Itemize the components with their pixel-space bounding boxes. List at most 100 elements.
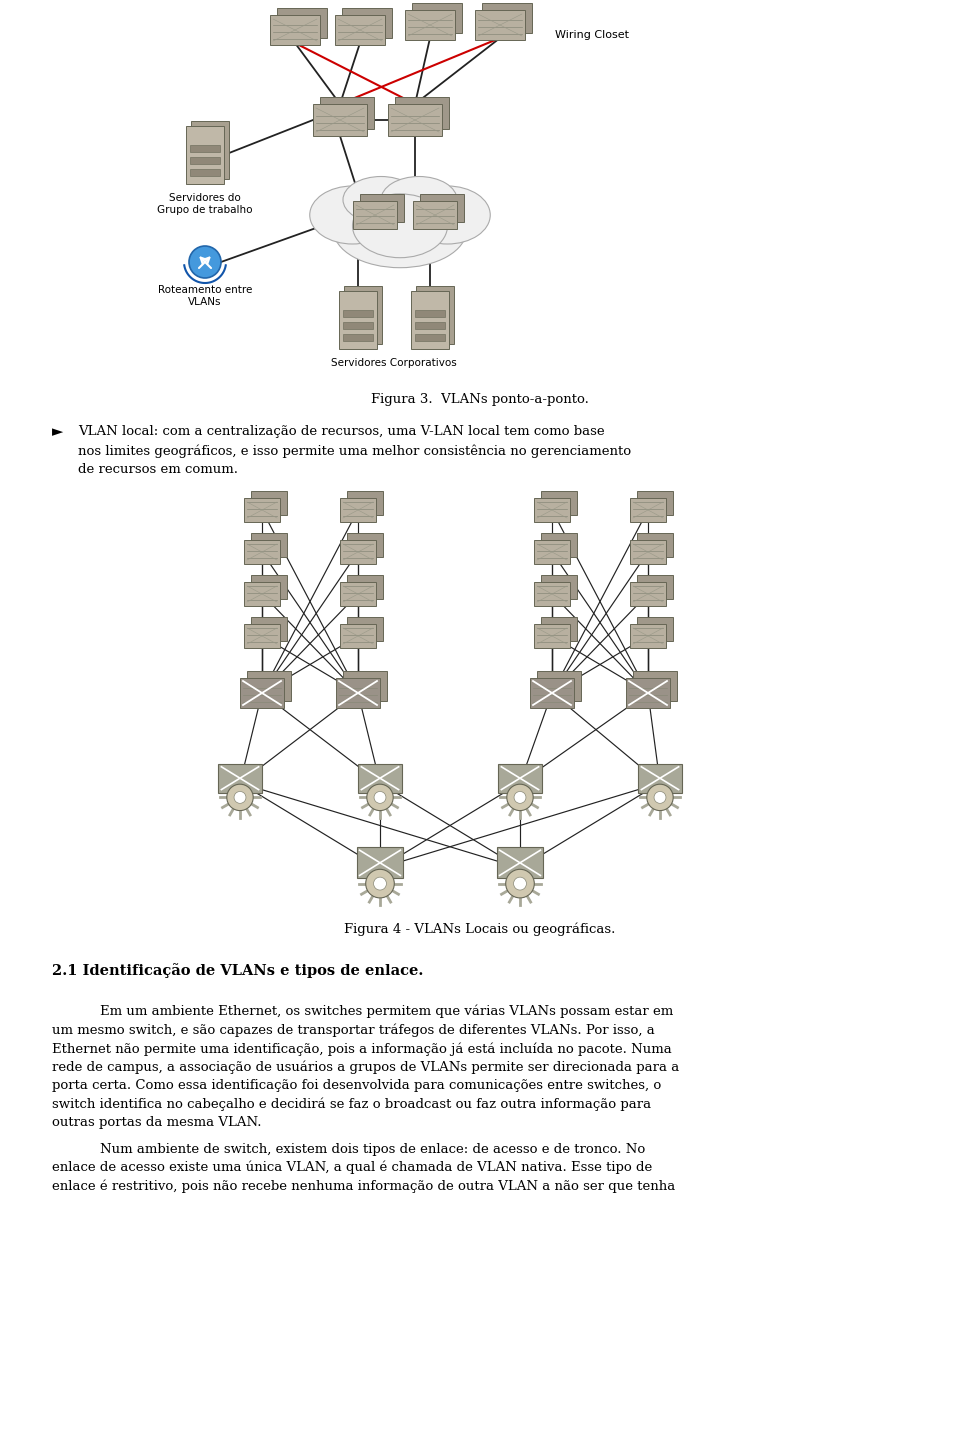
Text: Roteamento entre
VLANs: Roteamento entre VLANs	[157, 285, 252, 307]
FancyBboxPatch shape	[340, 582, 376, 607]
FancyBboxPatch shape	[353, 201, 397, 229]
FancyBboxPatch shape	[630, 582, 666, 607]
FancyBboxPatch shape	[630, 498, 666, 522]
FancyBboxPatch shape	[277, 9, 327, 37]
Ellipse shape	[333, 192, 467, 268]
FancyBboxPatch shape	[534, 498, 570, 522]
FancyBboxPatch shape	[335, 14, 385, 44]
FancyBboxPatch shape	[541, 490, 577, 515]
FancyBboxPatch shape	[342, 9, 392, 37]
FancyBboxPatch shape	[411, 291, 449, 348]
Text: Ethernet não permite uma identificação, pois a informação já está incluída no pa: Ethernet não permite uma identificação, …	[52, 1043, 672, 1055]
FancyBboxPatch shape	[247, 671, 291, 701]
FancyBboxPatch shape	[637, 617, 673, 641]
FancyBboxPatch shape	[475, 10, 525, 40]
FancyBboxPatch shape	[347, 533, 383, 556]
FancyBboxPatch shape	[344, 285, 382, 344]
Circle shape	[367, 784, 394, 810]
FancyBboxPatch shape	[190, 169, 220, 176]
Circle shape	[507, 784, 533, 810]
FancyBboxPatch shape	[638, 764, 682, 793]
Circle shape	[514, 792, 526, 803]
FancyBboxPatch shape	[244, 541, 280, 564]
FancyBboxPatch shape	[498, 764, 541, 793]
FancyBboxPatch shape	[541, 533, 577, 556]
FancyBboxPatch shape	[320, 98, 374, 129]
FancyBboxPatch shape	[416, 285, 454, 344]
FancyBboxPatch shape	[541, 575, 577, 599]
Text: Servidores do
Grupo de trabalho: Servidores do Grupo de trabalho	[157, 194, 252, 215]
FancyBboxPatch shape	[626, 678, 670, 708]
FancyBboxPatch shape	[360, 194, 404, 222]
FancyBboxPatch shape	[534, 582, 570, 607]
FancyBboxPatch shape	[388, 105, 442, 136]
Text: switch identifica no cabeçalho e decidirá se faz o broadcast ou faz outra inform: switch identifica no cabeçalho e decidir…	[52, 1097, 651, 1111]
FancyBboxPatch shape	[340, 541, 376, 564]
FancyBboxPatch shape	[405, 10, 455, 40]
Circle shape	[647, 784, 673, 810]
FancyBboxPatch shape	[244, 498, 280, 522]
FancyBboxPatch shape	[413, 201, 457, 229]
FancyBboxPatch shape	[637, 533, 673, 556]
FancyBboxPatch shape	[415, 334, 445, 341]
FancyBboxPatch shape	[530, 678, 574, 708]
FancyBboxPatch shape	[537, 671, 581, 701]
FancyBboxPatch shape	[415, 310, 445, 317]
FancyBboxPatch shape	[496, 847, 543, 879]
FancyBboxPatch shape	[637, 575, 673, 599]
FancyBboxPatch shape	[343, 323, 373, 328]
Text: 2.1 Identificação de VLANs e tipos de enlace.: 2.1 Identificação de VLANs e tipos de en…	[52, 964, 423, 978]
Text: um mesmo switch, e são capazes de transportar tráfegos de diferentes VLANs. Por : um mesmo switch, e são capazes de transp…	[52, 1024, 655, 1037]
FancyBboxPatch shape	[251, 575, 287, 599]
FancyBboxPatch shape	[244, 624, 280, 648]
FancyBboxPatch shape	[347, 575, 383, 599]
Text: porta certa. Como essa identificação foi desenvolvida para comunicações entre sw: porta certa. Como essa identificação foi…	[52, 1078, 661, 1093]
FancyBboxPatch shape	[630, 624, 666, 648]
Circle shape	[514, 878, 526, 891]
FancyBboxPatch shape	[240, 678, 284, 708]
Circle shape	[189, 247, 221, 278]
Text: Wiring Closet: Wiring Closet	[555, 30, 629, 40]
Circle shape	[366, 869, 395, 898]
Circle shape	[374, 792, 386, 803]
FancyBboxPatch shape	[395, 98, 449, 129]
FancyBboxPatch shape	[347, 617, 383, 641]
FancyBboxPatch shape	[219, 764, 261, 793]
FancyBboxPatch shape	[251, 533, 287, 556]
FancyBboxPatch shape	[339, 291, 377, 348]
FancyBboxPatch shape	[412, 3, 462, 33]
Ellipse shape	[310, 186, 396, 244]
Ellipse shape	[405, 186, 491, 244]
FancyBboxPatch shape	[336, 678, 380, 708]
Text: enlace de acesso existe uma única VLAN, a qual é chamada de VLAN nativa. Esse ti: enlace de acesso existe uma única VLAN, …	[52, 1162, 652, 1174]
FancyBboxPatch shape	[343, 334, 373, 341]
FancyBboxPatch shape	[347, 490, 383, 515]
Text: rede de campus, a associação de usuários a grupos de VLANs permite ser direciona: rede de campus, a associação de usuários…	[52, 1061, 680, 1074]
FancyBboxPatch shape	[251, 617, 287, 641]
FancyBboxPatch shape	[633, 671, 677, 701]
Circle shape	[373, 878, 387, 891]
FancyBboxPatch shape	[482, 3, 532, 33]
FancyBboxPatch shape	[191, 120, 229, 179]
Ellipse shape	[352, 194, 447, 258]
Ellipse shape	[381, 176, 457, 222]
FancyBboxPatch shape	[534, 541, 570, 564]
FancyBboxPatch shape	[270, 14, 320, 44]
Circle shape	[227, 784, 253, 810]
Text: de recursos em comum.: de recursos em comum.	[78, 463, 238, 476]
Text: enlace é restritivo, pois não recebe nenhuma informação de outra VLAN a não ser : enlace é restritivo, pois não recebe nen…	[52, 1180, 675, 1193]
FancyBboxPatch shape	[637, 490, 673, 515]
Text: outras portas da mesma VLAN.: outras portas da mesma VLAN.	[52, 1116, 261, 1129]
Circle shape	[506, 869, 535, 898]
Text: ►: ►	[52, 424, 63, 439]
FancyBboxPatch shape	[313, 105, 367, 136]
Text: Servidores Corporativos: Servidores Corporativos	[331, 358, 457, 369]
Circle shape	[234, 792, 246, 803]
Text: Em um ambiente Ethernet, os switches permitem que várias VLANs possam estar em: Em um ambiente Ethernet, os switches per…	[100, 1005, 673, 1018]
FancyBboxPatch shape	[244, 582, 280, 607]
FancyBboxPatch shape	[190, 156, 220, 163]
Text: VLAN local: com a centralização de recursos, uma V-LAN local tem como base: VLAN local: com a centralização de recur…	[78, 424, 605, 437]
Text: Figura 4 - VLANs Locais ou geográficas.: Figura 4 - VLANs Locais ou geográficas.	[345, 923, 615, 936]
FancyBboxPatch shape	[358, 764, 401, 793]
FancyBboxPatch shape	[340, 498, 376, 522]
